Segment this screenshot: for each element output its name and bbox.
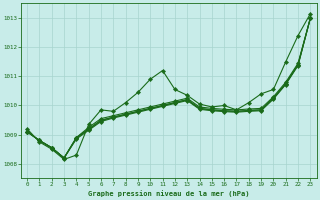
X-axis label: Graphe pression niveau de la mer (hPa): Graphe pression niveau de la mer (hPa) <box>88 190 250 197</box>
